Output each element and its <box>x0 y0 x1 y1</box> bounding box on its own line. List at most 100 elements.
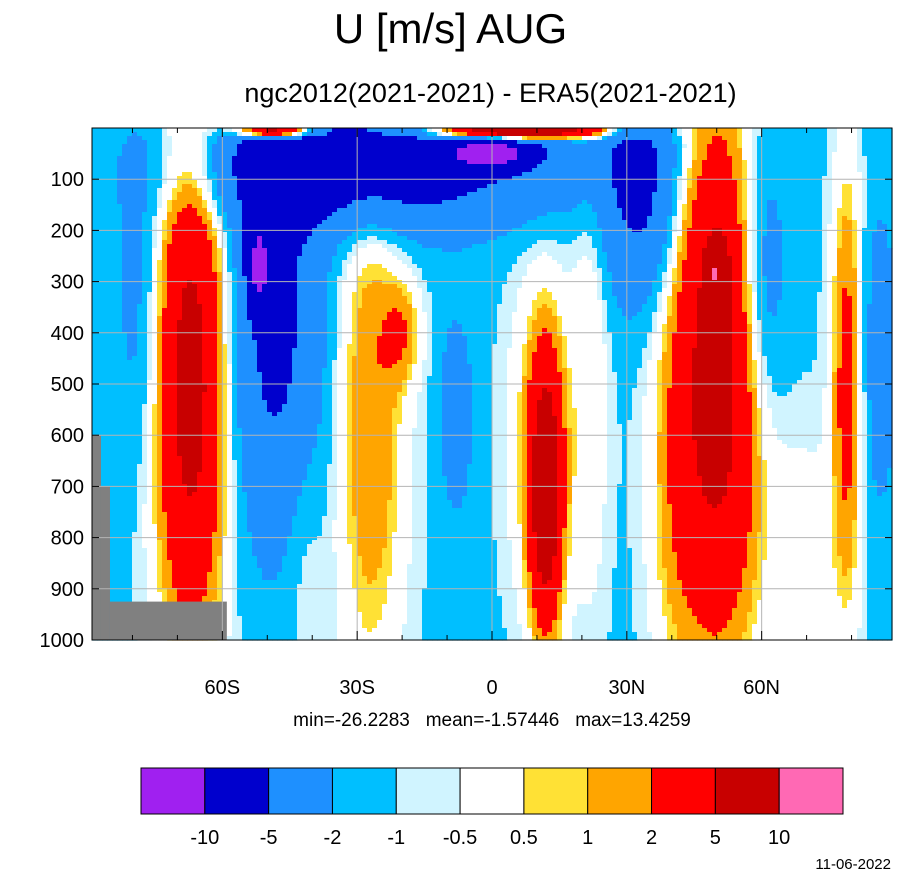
contour-cell <box>492 132 498 137</box>
x-tick-label: 30S <box>339 677 375 699</box>
stats-line: min=-26.2283 mean=-1.57446 max=13.4259 <box>92 708 892 734</box>
contour-cell <box>847 296 853 489</box>
contour-cell <box>152 216 158 249</box>
contour-cell <box>832 372 838 477</box>
contour-cell <box>567 244 573 273</box>
contour-cell <box>147 292 153 381</box>
contour-cell <box>432 136 438 141</box>
colorbar-label: 1 <box>582 827 593 849</box>
contour-cell <box>252 340 258 557</box>
contour-cell <box>322 368 328 517</box>
contour-cell <box>722 128 728 141</box>
contour-cell <box>752 360 758 389</box>
contour-cell <box>392 200 398 233</box>
contour-cell <box>442 140 448 201</box>
contour-cell <box>572 268 578 409</box>
contour-cell <box>437 140 443 205</box>
contour-cell <box>152 524 158 641</box>
contour-cell <box>237 428 243 617</box>
contour-cell <box>427 140 433 205</box>
contour-cell <box>502 284 508 629</box>
contour-cell <box>542 140 548 149</box>
contour-cell <box>507 272 513 349</box>
contour-cell <box>377 620 383 641</box>
contour-cell <box>657 432 663 485</box>
contour-cell <box>417 140 423 205</box>
contour-cell <box>617 308 623 425</box>
contour-cell <box>847 128 853 185</box>
contour-cell <box>782 128 788 397</box>
contour-cell <box>812 452 818 641</box>
contour-cell <box>617 144 623 209</box>
contour-cell <box>302 480 308 557</box>
contour-cell <box>222 248 228 345</box>
contour-cell <box>497 136 503 141</box>
contour-cell <box>392 256 398 277</box>
contour-cell <box>387 284 393 313</box>
contour-cell <box>692 160 698 201</box>
contour-cell <box>347 236 353 253</box>
contour-cell <box>702 628 708 641</box>
contour-cell <box>352 588 358 641</box>
contour-cell <box>517 288 523 393</box>
contour-cell <box>657 580 663 641</box>
contour-cell <box>427 136 433 141</box>
contour-cell <box>612 132 618 137</box>
contour-cell <box>592 248 598 273</box>
contour-cell <box>342 280 348 641</box>
contour-cell <box>252 136 258 141</box>
contour-cell <box>587 136 593 141</box>
contour-cell <box>352 256 358 293</box>
contour-cell <box>277 572 283 641</box>
contour-cell <box>537 240 543 257</box>
contour-cell <box>847 184 853 221</box>
contour-cell <box>472 128 478 133</box>
contour-cell <box>182 172 188 185</box>
contour-cell <box>192 208 198 285</box>
contour-cell <box>402 264 408 285</box>
contour-cell <box>757 352 763 409</box>
contour-cell <box>612 372 618 569</box>
contour-cell <box>157 260 163 317</box>
contour-cell <box>122 128 128 145</box>
contour-cell <box>767 376 773 409</box>
contour-cell <box>462 136 468 141</box>
contour-cell <box>602 136 608 141</box>
contour-cell <box>437 136 443 141</box>
contour-cell <box>492 144 498 165</box>
contour-cell <box>697 128 703 177</box>
contour-cell <box>582 604 588 641</box>
contour-cell <box>677 236 683 253</box>
contour-cell <box>397 200 403 237</box>
contour-cell <box>482 188 488 245</box>
contour-cell <box>357 240 363 249</box>
contour-cell <box>527 172 533 221</box>
contour-cell <box>177 192 183 213</box>
contour-cell <box>167 244 173 561</box>
contour-cell <box>842 184 848 217</box>
contour-cell <box>632 388 638 633</box>
contour-cell <box>132 532 138 625</box>
contour-cell <box>602 140 608 253</box>
contour-cell <box>557 372 563 593</box>
contour-cell <box>797 380 803 449</box>
contour-cell <box>762 460 768 561</box>
contour-cell <box>562 132 568 137</box>
contour-cell <box>557 140 563 213</box>
contour-cell <box>387 128 393 137</box>
contour-cell <box>607 136 613 273</box>
contour-cell <box>737 224 743 593</box>
contour-cell <box>497 596 503 641</box>
contour-cell <box>527 140 533 145</box>
contour-cell <box>217 136 223 197</box>
contour-cell <box>592 132 598 137</box>
contour-cell <box>712 268 718 281</box>
contour-cell <box>127 136 133 361</box>
contour-cell <box>752 388 758 581</box>
contour-cell <box>507 148 513 161</box>
chart-title: U [m/s] AUG <box>333 5 568 52</box>
contour-cell <box>532 260 538 301</box>
contour-cell <box>432 132 438 137</box>
contour-cell <box>507 128 513 137</box>
contour-cell <box>322 136 328 221</box>
